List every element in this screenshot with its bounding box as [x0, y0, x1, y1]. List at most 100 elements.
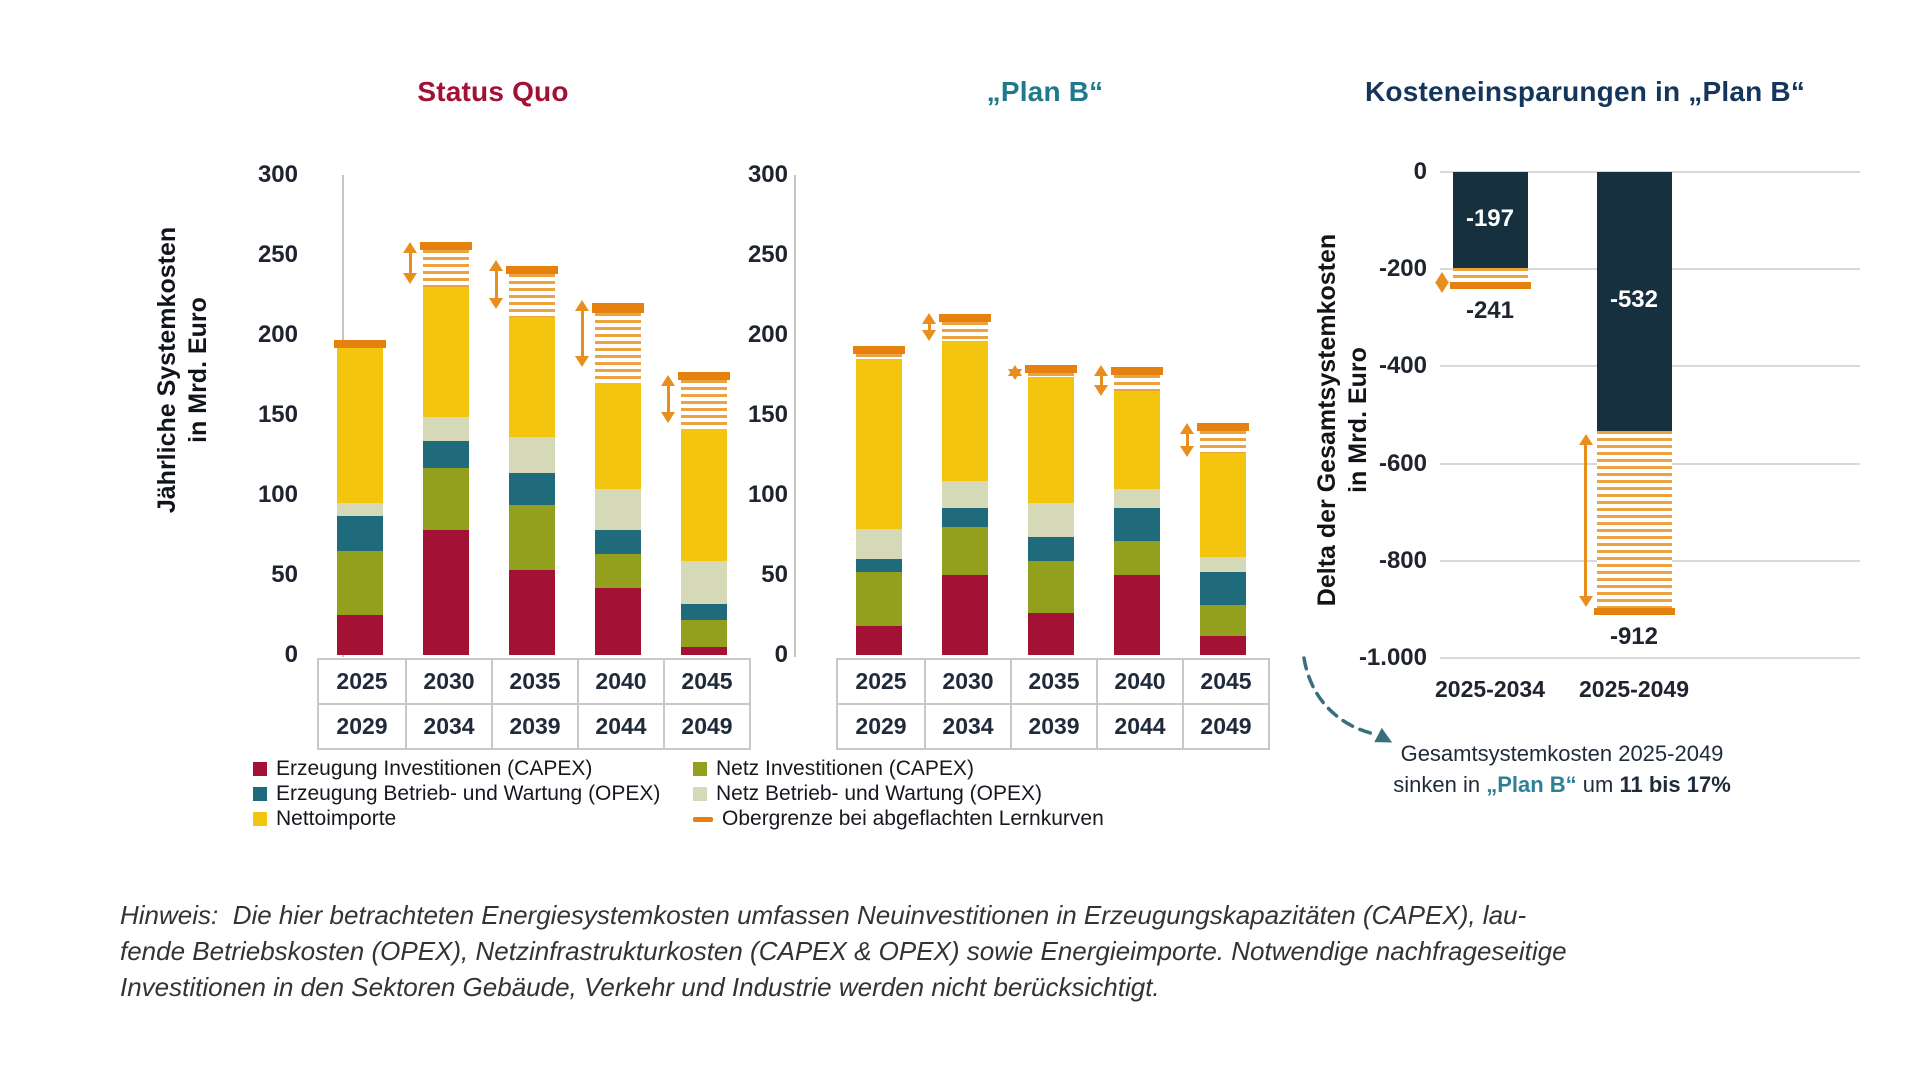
legend-item-label: Netz Investitionen (CAPEX): [716, 757, 974, 780]
arrow-up-icon: [489, 259, 503, 271]
y-tick-label: 300: [257, 161, 298, 188]
bar-segment-nettoimporte: [337, 347, 383, 503]
year-label-cell: 2034: [405, 703, 491, 748]
range-arrow: [1578, 434, 1594, 607]
y-tick-label: 300: [747, 161, 788, 188]
legend-item-label: Netz Betrieb- und Wartung (OPEX): [716, 782, 1043, 805]
bar-segment-erzeugung_capex: [1114, 575, 1160, 655]
arrow-up-icon: [1434, 271, 1449, 283]
y-tick-label: 50: [271, 561, 298, 588]
range-arrow: [660, 375, 676, 423]
bar-segment-erzeugung_opex: [942, 507, 988, 527]
y-tick-label: 0: [1413, 158, 1427, 185]
y-tick-label: -400: [1378, 352, 1427, 380]
bar-segment-netz_capex: [942, 527, 988, 575]
y-tick-label: -800: [1378, 546, 1427, 574]
bar-segment-netz_capex: [423, 467, 469, 531]
y-tick-label: 100: [747, 481, 788, 508]
year-label-cell: 2034: [924, 703, 1010, 748]
bar-segment-navy: [1596, 172, 1672, 431]
legend-square-swatch-icon: [253, 812, 267, 826]
upper-bound-hatched-area: [423, 250, 469, 287]
legend-item-label: Erzeugung Investitionen (CAPEX): [276, 757, 593, 780]
range-arrow-stem: [408, 250, 412, 276]
year-table: 2025 2030 2035 2040 2045 2029 2034 2039 2044 2049: [836, 658, 1270, 750]
bar-segment-erzeugung_capex: [595, 587, 641, 655]
legend-column: Netz Investitionen (CAPEX) Netz Betrieb- …: [693, 757, 1104, 832]
arrow-up-icon: [1180, 423, 1194, 434]
year-label-cell: 2029: [319, 703, 405, 748]
upper-bound-cap: [420, 242, 472, 251]
bar-segment-nettoimporte: [423, 287, 469, 417]
arrow-down-icon: [1434, 282, 1449, 294]
y-tick-label: -1.000: [1358, 644, 1427, 671]
bar-segment-erzeugung_opex: [337, 515, 383, 551]
bar-segment-erzeugung_opex: [595, 530, 641, 555]
note-text: Hinweis: Die hier betrachteten Energiesy…: [120, 897, 1640, 1005]
year-label-cell: 2049: [663, 703, 749, 748]
bar-segment-netz_opex: [942, 480, 988, 508]
y-axis-title-line: Jährliche Systemkosten: [153, 226, 181, 514]
upper-bound-hatched-area: [1200, 431, 1246, 454]
gridline: [1440, 657, 1860, 659]
bar-segment-netz_opex: [595, 488, 641, 531]
arrow-down-icon: [575, 355, 589, 367]
range-arrow: [488, 259, 504, 310]
arrow-up-icon: [922, 312, 936, 324]
range-arrow-stem: [1584, 442, 1587, 599]
bar-value-label: -197: [1465, 204, 1515, 232]
range-arrow-stem: [1099, 373, 1103, 388]
legend-item: Netz Betrieb- und Wartung (OPEX): [693, 782, 1104, 806]
bar-segment-nettoimporte: [1028, 376, 1074, 503]
x-category-label: 2025-2049: [1579, 676, 1689, 702]
legend-item: Erzeugung Investitionen (CAPEX): [253, 757, 660, 781]
bar-segment-nettoimporte: [509, 317, 555, 438]
upper-bound-hatched-area: [595, 312, 641, 383]
bar-segment-netz_capex: [856, 571, 902, 627]
upper-bound-cap: [1111, 367, 1163, 375]
year-label-cell: 2045: [1182, 660, 1268, 703]
bar-segment-netz_opex: [423, 416, 469, 441]
annotation-prefix: sinken in: [1393, 772, 1487, 797]
plan-b-title: „Plan B“: [986, 76, 1104, 107]
y-tick-label: 0: [284, 641, 298, 668]
y-tick-label: 50: [761, 561, 788, 588]
arrow-down-icon: [489, 298, 503, 310]
bar-segment-netz_opex: [1114, 488, 1160, 508]
bar-segment-netz_opex: [1200, 557, 1246, 572]
year-label-cell: 2025: [855, 668, 907, 694]
legend-dash-swatch-icon: [693, 816, 713, 822]
bar-segment-nettoimporte: [681, 429, 727, 561]
bar-segment-nettoimporte: [1114, 391, 1160, 489]
bar-segment-netz_opex: [681, 560, 727, 604]
bar-segment-erzeugung_opex: [1114, 507, 1160, 542]
year-label-cell: 2035: [1010, 660, 1096, 703]
bar-segment-netz_opex: [1028, 503, 1074, 537]
x-category-label: 2025-2034: [1435, 676, 1545, 702]
bar-segment-netz_capex: [1028, 560, 1074, 614]
annotation-mid: um: [1576, 772, 1620, 797]
bar-segment-netz_opex: [509, 437, 555, 473]
upper-bound-cap: [1197, 423, 1249, 431]
upper-bound-cap: [853, 346, 905, 355]
upper-bound-hatched-area: [681, 379, 727, 430]
y-tick-label: 200: [257, 321, 298, 348]
arrow-up-icon: [1094, 365, 1108, 377]
year-label-cell: 2045: [663, 660, 749, 703]
bar-segment-nettoimporte: [1200, 453, 1246, 558]
bar-segment-netz_capex: [337, 551, 383, 615]
year-label-cell: 2040: [1096, 660, 1182, 703]
y-tick-label: 250: [747, 241, 788, 268]
arrow-up-icon: [403, 242, 417, 254]
arrow-down-icon: [1578, 595, 1593, 607]
status-quo-title: Status Quo: [417, 76, 569, 107]
bar-segment-erzeugung_opex: [1200, 571, 1246, 606]
range-arrow: [1007, 365, 1023, 380]
legend-item: Obergrenze bei abgeflachten Lernkurven: [693, 807, 1104, 831]
dashed-curve-arrow-icon: [1302, 656, 1393, 743]
y-tick-label: 150: [747, 401, 788, 428]
y-tick-label: 150: [257, 401, 298, 428]
upper-bound-hatched-area: [856, 354, 902, 359]
savings-annotation: Gesamtsystemkosten 2025-2049 sinken in „…: [1392, 738, 1732, 800]
